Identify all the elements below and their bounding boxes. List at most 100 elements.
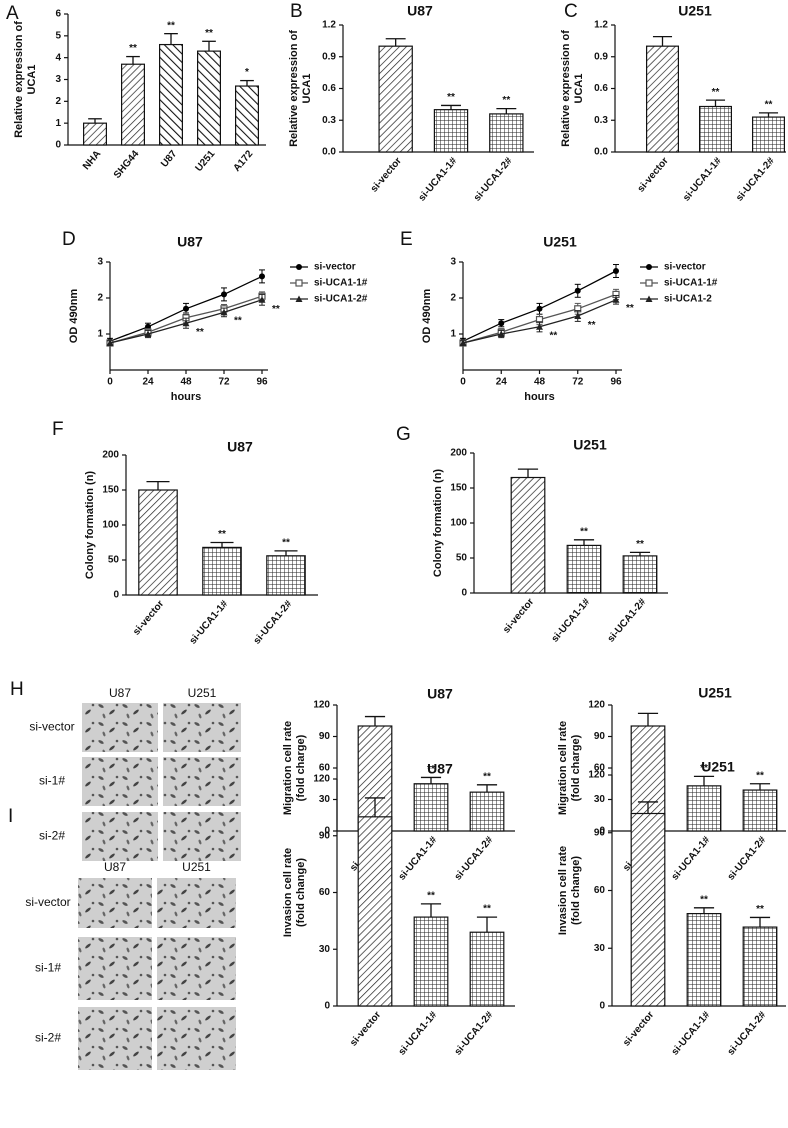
x-tick-label: A172 (232, 148, 256, 174)
column-label: U251 (188, 686, 217, 700)
y-tick-label: 100 (102, 520, 119, 531)
legend-label: si-UCA1-1# (664, 278, 718, 289)
y-tick-label: 120 (588, 700, 605, 711)
y-tick-label: 60 (594, 885, 606, 896)
y-tick-label: 0 (113, 590, 119, 601)
significance: ** (626, 303, 634, 314)
bar (698, 105, 732, 153)
significance: ** (700, 894, 708, 905)
significance: ** (483, 771, 491, 782)
x-axis-label: hours (524, 391, 555, 403)
y-tick-label: 0.9 (322, 51, 336, 62)
bar (469, 791, 505, 832)
x-tick-label: si-vector (348, 1009, 383, 1048)
y-tick-label: 150 (450, 483, 467, 494)
row-label: si-vector (25, 895, 70, 909)
y-axis-label: Relative expression of (288, 30, 300, 147)
bar (413, 916, 449, 1007)
significance: ** (427, 890, 435, 901)
y-tick-label: 0 (599, 1001, 605, 1012)
chart-title: U87 (407, 3, 433, 19)
chart-title: U251 (701, 759, 735, 775)
x-tick-label: si-UCA1-1# (681, 155, 724, 203)
y-tick-label: 90 (319, 830, 331, 841)
point (574, 287, 581, 294)
y-tick-label: 0.0 (322, 147, 336, 158)
significance: ** (167, 20, 175, 31)
panel-letter: I (8, 806, 13, 827)
bar (138, 489, 178, 596)
y-axis-label: OD 490nm (421, 289, 433, 344)
micrograph (163, 757, 241, 806)
panel-letter: B (290, 1, 303, 22)
bar (686, 785, 722, 832)
panel-letter: C (564, 1, 578, 22)
micrograph (82, 757, 158, 806)
bar (159, 43, 184, 146)
chart-title: U87 (427, 686, 453, 702)
legend-label: si-UCA1-2 (664, 294, 712, 305)
point (259, 273, 265, 280)
y-tick-label: 0.9 (594, 51, 608, 62)
y-tick-label: 90 (319, 731, 331, 742)
bar (469, 931, 505, 1007)
chart-title: U251 (573, 437, 607, 453)
significance: ** (218, 529, 226, 540)
y-tick-label: 3 (55, 74, 61, 85)
legend-marker (645, 279, 653, 287)
x-tick-label: si-UCA1-1# (397, 1009, 440, 1057)
y-tick-label: 4 (55, 52, 61, 63)
bar (413, 783, 449, 832)
y-tick-label: 3 (450, 257, 456, 268)
y-tick-label: 6 (55, 9, 61, 20)
bar (622, 555, 658, 594)
point (498, 320, 505, 327)
y-axis-label: Relative expression of (13, 21, 25, 138)
y-axis-label: Invasion cell rate (282, 848, 294, 937)
bar (357, 816, 393, 1007)
legend-label: si-UCA1-1# (314, 278, 368, 289)
significance: ** (502, 95, 510, 106)
bar (489, 113, 524, 153)
bar (742, 926, 778, 1007)
point (182, 319, 190, 327)
x-tick-label: 96 (610, 377, 622, 388)
y-axis-label: Migration cell rate (282, 721, 294, 815)
legend-marker (295, 295, 303, 302)
panel-letter: D (62, 229, 76, 250)
x-tick-label: si-UCA1-2# (472, 155, 515, 203)
y-axis-label: Colony formation (n) (84, 471, 96, 579)
y-tick-label: 2 (55, 96, 61, 107)
y-tick-label: 3 (97, 257, 103, 268)
y-tick-label: 60 (319, 763, 331, 774)
y-tick-label: 120 (313, 700, 330, 711)
significance: ** (129, 43, 137, 54)
point (183, 305, 189, 312)
y-tick-label: 0 (55, 140, 61, 151)
y-tick-label: 2 (97, 293, 103, 304)
panel-letter: E (400, 229, 413, 250)
y-tick-label: 120 (588, 770, 605, 781)
chart-title: U251 (698, 685, 732, 701)
micrograph (163, 703, 241, 752)
micrograph (78, 1007, 152, 1070)
x-tick-label: 0 (107, 377, 113, 388)
y-axis-label: UCA1 (301, 74, 313, 104)
bar (82, 122, 107, 146)
x-tick-label: si-UCA1-1# (397, 834, 440, 882)
bar (120, 63, 145, 146)
chart-title: U87 (177, 234, 203, 250)
significance: ** (580, 526, 588, 537)
significance: ** (272, 304, 280, 315)
x-tick-label: si-UCA1-1# (670, 834, 713, 882)
y-axis-label: (fold change) (295, 858, 307, 927)
bar (433, 109, 469, 153)
y-tick-label: 200 (102, 450, 119, 461)
y-tick-label: 50 (456, 553, 468, 564)
x-tick-label: U251 (194, 148, 218, 174)
micrograph (157, 878, 236, 928)
x-tick-label: NHA (81, 149, 103, 173)
significance: ** (282, 538, 290, 549)
point (536, 305, 543, 312)
x-tick-label: si-vector (636, 155, 671, 194)
